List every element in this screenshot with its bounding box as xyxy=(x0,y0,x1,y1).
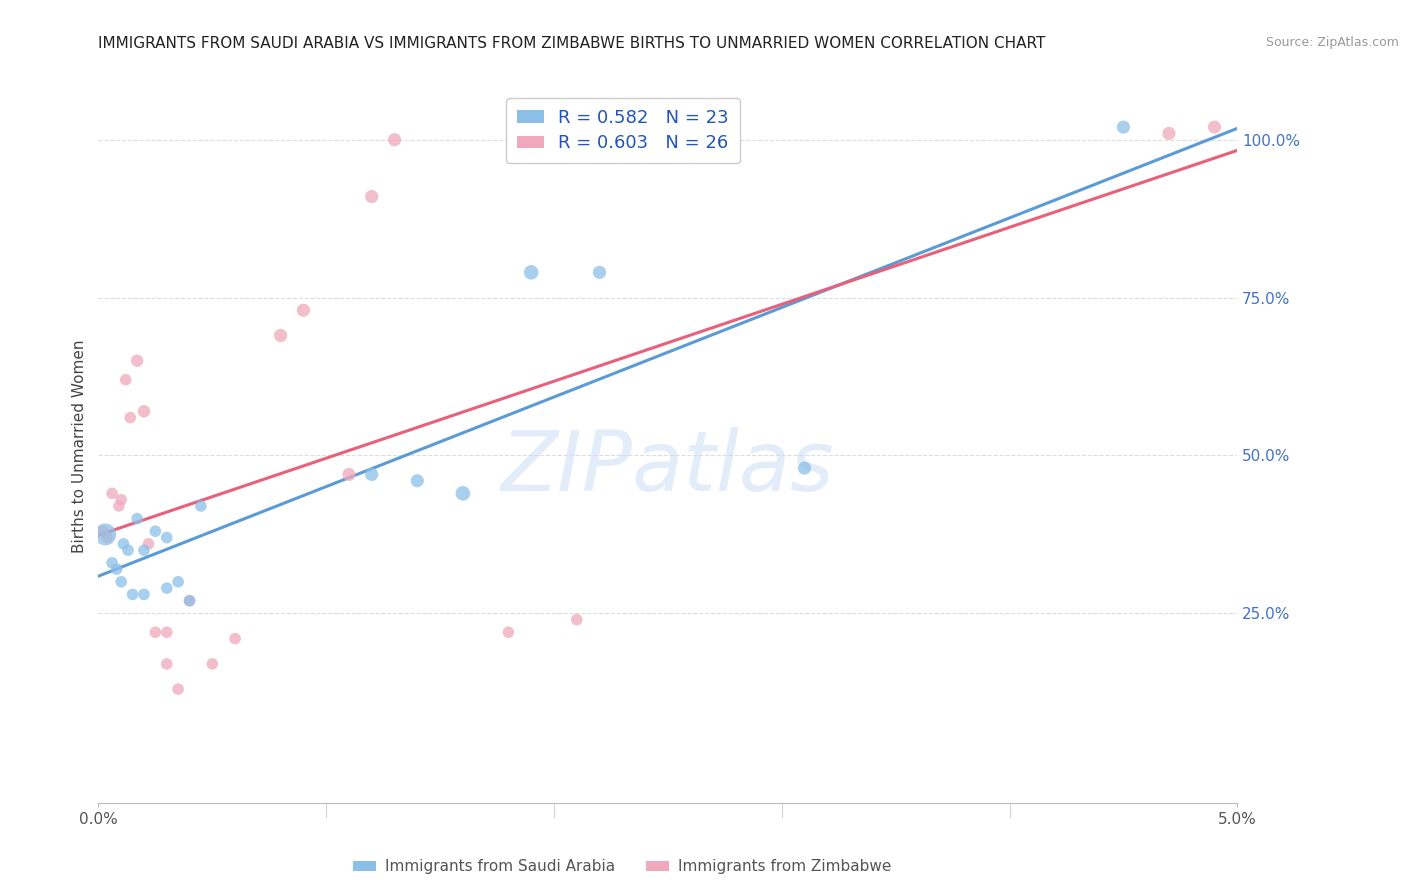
Point xyxy=(121,587,143,601)
Point xyxy=(179,593,201,607)
Point xyxy=(91,524,114,539)
Point xyxy=(793,461,815,475)
Point xyxy=(105,562,128,576)
Point xyxy=(451,486,474,500)
Point xyxy=(156,581,179,595)
Point xyxy=(110,492,132,507)
Point xyxy=(156,531,179,545)
Point xyxy=(179,593,201,607)
Text: ZIPatlas: ZIPatlas xyxy=(501,427,835,508)
Point xyxy=(406,474,429,488)
Point xyxy=(270,328,292,343)
Point xyxy=(112,537,135,551)
Point xyxy=(110,574,132,589)
Point xyxy=(156,625,179,640)
Point xyxy=(167,574,190,589)
Point xyxy=(132,543,155,558)
Point xyxy=(1157,127,1180,141)
Point xyxy=(132,587,155,601)
Point xyxy=(565,613,588,627)
Point xyxy=(167,682,190,697)
Point xyxy=(520,265,543,279)
Point xyxy=(127,353,149,368)
Point xyxy=(108,499,131,513)
Point xyxy=(224,632,246,646)
Point xyxy=(94,527,117,541)
Point xyxy=(132,404,155,418)
Point xyxy=(145,625,167,640)
Point xyxy=(156,657,179,671)
Point xyxy=(120,410,142,425)
Point xyxy=(145,524,167,539)
Point xyxy=(96,531,118,545)
Point xyxy=(201,657,224,671)
Point xyxy=(360,467,382,482)
Point xyxy=(114,373,136,387)
Point xyxy=(138,537,160,551)
Point xyxy=(384,133,406,147)
Y-axis label: Births to Unmarried Women: Births to Unmarried Women xyxy=(72,339,87,553)
Point xyxy=(101,486,124,500)
Point xyxy=(1204,120,1226,134)
Legend: Immigrants from Saudi Arabia, Immigrants from Zimbabwe: Immigrants from Saudi Arabia, Immigrants… xyxy=(347,854,897,880)
Point xyxy=(588,265,610,279)
Point xyxy=(292,303,315,318)
Point xyxy=(117,543,139,558)
Point xyxy=(360,189,382,203)
Point xyxy=(190,499,212,513)
Text: IMMIGRANTS FROM SAUDI ARABIA VS IMMIGRANTS FROM ZIMBABWE BIRTHS TO UNMARRIED WOM: IMMIGRANTS FROM SAUDI ARABIA VS IMMIGRAN… xyxy=(98,36,1046,51)
Text: Source: ZipAtlas.com: Source: ZipAtlas.com xyxy=(1265,36,1399,49)
Point xyxy=(101,556,124,570)
Point xyxy=(127,511,149,525)
Point xyxy=(498,625,520,640)
Point xyxy=(337,467,360,482)
Point xyxy=(1112,120,1135,134)
